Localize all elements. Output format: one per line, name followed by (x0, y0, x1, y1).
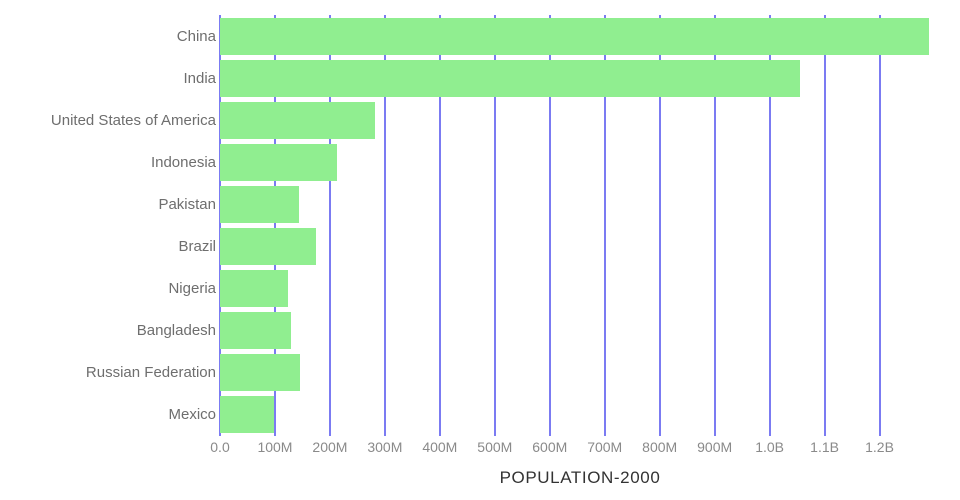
x-tick-label: 900M (697, 439, 733, 455)
bar-india (220, 59, 801, 97)
plot-area (219, 15, 940, 436)
gridline-300M (383, 15, 386, 436)
x-tick-label: 300M (367, 439, 403, 455)
category-label: Brazil (178, 238, 216, 256)
bar-nigeria (220, 270, 288, 308)
category-label: Nigeria (168, 280, 216, 298)
gridline-1.0B (768, 15, 771, 436)
x-tick-label: 200M (312, 439, 348, 455)
x-tick-label: 1.2B (865, 439, 894, 455)
bar-united-states-of-america (220, 101, 375, 139)
gridline-200M (328, 15, 331, 436)
category-label: India (183, 69, 216, 87)
gridline-1.2B (878, 15, 881, 436)
bar-mexico (220, 396, 275, 434)
bar-indonesia (220, 143, 337, 181)
gridline-700M (603, 15, 606, 436)
bar-china (220, 17, 929, 55)
category-label: China (176, 27, 216, 45)
bar-russian-federation (220, 354, 301, 392)
gridline-900M (713, 15, 716, 436)
x-tick-label: 800M (642, 439, 678, 455)
gridline-0.0 (219, 15, 221, 436)
gridline-500M (493, 15, 496, 436)
gridline-100M (273, 15, 276, 436)
x-tick-label: 700M (587, 439, 623, 455)
bar-pakistan (220, 185, 299, 223)
category-label: United States of America (50, 111, 216, 129)
x-tick-label: 600M (532, 439, 568, 455)
category-label: Mexico (168, 406, 216, 424)
gridline-600M (548, 15, 551, 436)
x-tick-label: 0.0 (210, 439, 230, 455)
gridline-400M (438, 15, 441, 436)
category-label: Pakistan (158, 195, 216, 213)
gridline-800M (658, 15, 661, 436)
x-tick-label: 1.0B (755, 439, 785, 455)
bar-bangladesh (220, 312, 291, 350)
x-tick-label: 1.1B (810, 439, 839, 455)
x-tick-label: 400M (422, 439, 458, 455)
x-tick-label: 100M (257, 439, 293, 455)
x-tick-label: 500M (477, 439, 513, 455)
chart-title: POPULATION-2000 (499, 468, 661, 487)
bar-brazil (220, 228, 317, 266)
category-label: Russian Federation (85, 364, 216, 382)
gridline-1.1B (823, 15, 826, 436)
category-label: Indonesia (150, 153, 216, 171)
category-label: Bangladesh (136, 322, 216, 340)
